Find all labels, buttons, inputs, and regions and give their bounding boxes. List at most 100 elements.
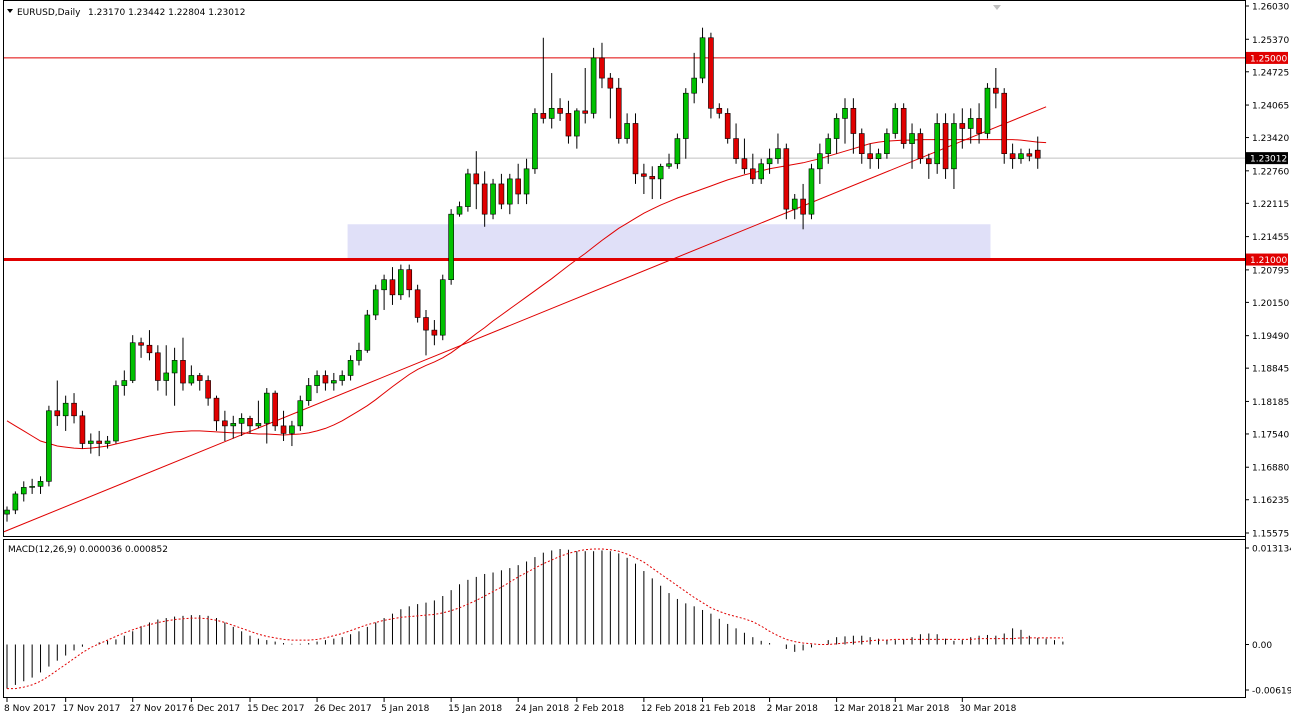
- candle: [632, 113, 639, 184]
- price-tick-label: 1.17540: [1252, 430, 1289, 440]
- candle: [230, 415, 237, 439]
- candle: [1034, 136, 1041, 169]
- time-tick-label: 6 Dec 2017: [188, 704, 240, 714]
- candle: [791, 194, 798, 220]
- candle-body: [557, 108, 563, 114]
- candle: [917, 128, 924, 164]
- candle: [942, 113, 949, 179]
- candle: [339, 370, 346, 386]
- candle-body: [1026, 153, 1033, 157]
- candle-body: [691, 77, 697, 94]
- candle-body: [71, 402, 77, 417]
- candle: [4, 506, 10, 522]
- candle: [565, 100, 572, 144]
- candle-body: [62, 402, 69, 417]
- candle: [733, 123, 739, 164]
- candle: [347, 355, 354, 381]
- candle-body: [1001, 92, 1008, 154]
- symbol-dropdown-icon[interactable]: [7, 9, 13, 13]
- candle: [574, 108, 580, 149]
- candle-body: [657, 165, 664, 180]
- candle-body: [297, 400, 304, 427]
- candle-body: [398, 269, 404, 296]
- candle: [481, 171, 488, 227]
- candle: [691, 52, 697, 104]
- price-tick-label: 1.22760: [1252, 167, 1289, 177]
- candle: [71, 393, 77, 424]
- candle-body: [113, 385, 119, 442]
- candle: [247, 415, 253, 434]
- time-axis-ticks: 8 Nov 2017 17 Nov 2017 27 Nov 2017 6 Dec 20…: [4, 698, 1017, 714]
- candle-body: [641, 173, 647, 177]
- moving-average-line: [6, 139, 1047, 450]
- candle-body: [238, 418, 245, 424]
- candle-body: [708, 37, 714, 109]
- candle: [163, 345, 170, 396]
- candle: [607, 73, 614, 119]
- candle: [708, 32, 714, 119]
- candle: [1001, 88, 1008, 164]
- candle: [783, 143, 790, 220]
- candle: [222, 410, 228, 442]
- macd-label: MACD(12,26,9) 0.000036 0.000852: [8, 545, 168, 555]
- candle-body: [423, 317, 429, 331]
- candle: [490, 178, 496, 220]
- candle: [741, 138, 748, 174]
- candle-body: [951, 123, 957, 170]
- price-tick-label: 1.21455: [1252, 233, 1289, 243]
- candle: [682, 88, 689, 159]
- candle-body: [909, 133, 915, 144]
- candle: [20, 481, 27, 502]
- candle-body: [20, 487, 27, 495]
- price-axis-ticks: 1.26030 1.25370 1.24725 1.24065 1.23420 1.227…: [1245, 3, 1289, 540]
- candle-body: [733, 138, 739, 160]
- candle-body: [322, 375, 329, 384]
- candle: [456, 201, 463, 217]
- candle: [448, 209, 454, 285]
- candle-body: [481, 183, 488, 215]
- candle: [439, 274, 446, 341]
- candle-body: [347, 360, 354, 376]
- price-tick-label: 1.16880: [1252, 464, 1289, 474]
- candle-body: [1034, 149, 1041, 159]
- candle: [79, 410, 86, 449]
- macd-tick-label: -0.00619: [1252, 687, 1291, 697]
- candle-body: [1018, 153, 1024, 160]
- candle: [473, 151, 480, 210]
- symbol-label[interactable]: EURUSD,Daily: [17, 8, 81, 18]
- candle: [867, 143, 873, 169]
- candle: [699, 27, 706, 84]
- candle: [649, 166, 656, 200]
- candle-body: [188, 375, 195, 384]
- candle: [129, 335, 136, 384]
- trendline-layer: [3, 106, 1047, 533]
- candle-body: [289, 425, 295, 434]
- candle: [314, 370, 320, 394]
- time-tick-label: 27 Nov 2017: [130, 704, 188, 714]
- candle-body: [540, 113, 547, 119]
- candle-body: [850, 108, 857, 134]
- candle: [624, 113, 630, 144]
- trendline: [3, 106, 1047, 533]
- macd-tick-label: 0.00: [1252, 641, 1272, 651]
- candle-body: [196, 375, 203, 381]
- candle: [255, 400, 262, 429]
- candle-body: [900, 108, 907, 144]
- candle-body: [129, 342, 136, 381]
- candle-body: [255, 423, 262, 427]
- candle-body: [724, 113, 731, 139]
- candle: [12, 491, 19, 515]
- candle-body: [230, 423, 237, 427]
- candle-body: [548, 108, 555, 119]
- current-price-label-bg: [1246, 152, 1288, 165]
- candle-body: [381, 279, 387, 291]
- candle-body: [406, 269, 413, 291]
- candle: [398, 264, 404, 300]
- candle-body: [959, 123, 966, 129]
- candle: [272, 390, 278, 431]
- candle-body: [523, 168, 530, 195]
- candle-body: [12, 493, 19, 511]
- time-tick-label: 15 Dec 2017: [247, 704, 305, 714]
- chart-shift-marker-icon[interactable]: [993, 5, 1001, 10]
- candle-body: [699, 37, 706, 79]
